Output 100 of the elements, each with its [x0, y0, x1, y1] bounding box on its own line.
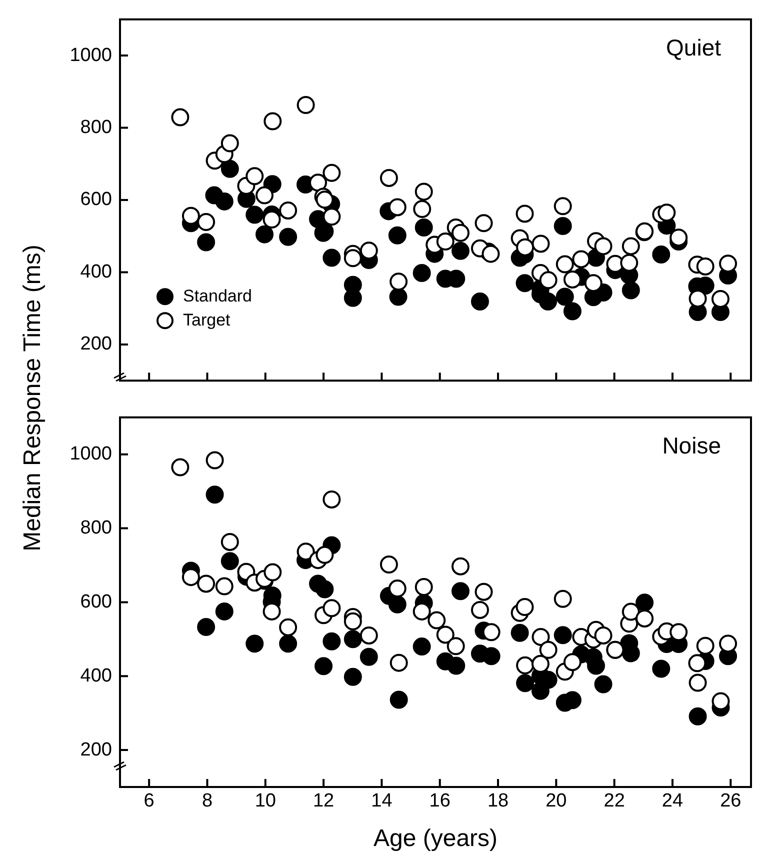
y-tick-label: 1000	[70, 444, 112, 465]
y-tick-label: 400	[80, 261, 112, 282]
point	[256, 225, 274, 244]
point	[470, 292, 489, 310]
y-axis-title: Median Response Time (ms)	[19, 244, 47, 552]
point	[688, 707, 707, 726]
point	[344, 630, 362, 648]
point	[516, 204, 534, 223]
point	[322, 632, 341, 650]
point	[652, 660, 670, 678]
point	[215, 192, 234, 210]
point	[563, 653, 582, 672]
point	[322, 248, 341, 267]
point	[452, 582, 470, 600]
point	[658, 204, 676, 222]
point	[412, 264, 431, 282]
point	[390, 654, 408, 672]
point	[482, 647, 500, 666]
y-tick-label: 600	[80, 591, 112, 612]
point	[182, 206, 200, 225]
point	[264, 563, 282, 582]
point	[447, 656, 466, 675]
point	[246, 167, 264, 186]
x-tick-label: 26	[720, 790, 742, 812]
point	[344, 668, 362, 686]
point	[215, 602, 234, 620]
point	[452, 242, 470, 260]
point	[696, 257, 714, 276]
point	[215, 577, 234, 596]
point	[412, 638, 431, 656]
point	[652, 246, 670, 264]
point	[322, 490, 341, 508]
point	[344, 249, 362, 268]
x-tick-label: 16	[429, 790, 450, 812]
point	[182, 568, 200, 586]
point	[220, 552, 239, 570]
y-tick-label: 800	[80, 518, 112, 539]
point	[316, 580, 334, 598]
point	[246, 206, 264, 224]
point	[516, 598, 534, 616]
x-tick-label: 6	[144, 790, 154, 812]
point	[670, 228, 688, 247]
legend-label: Standard	[183, 286, 252, 306]
point	[636, 594, 654, 612]
point	[322, 599, 341, 618]
y-tick-label: 200	[80, 334, 112, 355]
point	[262, 210, 281, 229]
point	[389, 288, 408, 306]
point	[388, 226, 406, 244]
point	[563, 302, 582, 320]
point	[482, 244, 500, 263]
point	[360, 242, 378, 260]
point	[474, 214, 493, 232]
point	[360, 648, 378, 666]
point	[554, 590, 572, 608]
point	[246, 634, 264, 653]
legend-label: Target	[183, 310, 231, 330]
point	[436, 232, 454, 251]
y-tick-label: 1000	[70, 44, 112, 66]
point	[539, 292, 558, 310]
y-tick-label: 600	[80, 189, 112, 210]
x-tick-label: 18	[487, 790, 509, 812]
point	[688, 654, 706, 672]
point	[452, 557, 470, 576]
point	[296, 542, 315, 561]
point	[388, 198, 406, 216]
point	[594, 675, 612, 694]
point	[452, 224, 470, 242]
point	[279, 228, 298, 246]
point	[344, 612, 362, 630]
point	[516, 238, 534, 256]
point	[316, 190, 334, 209]
point	[556, 288, 574, 306]
point	[688, 674, 707, 692]
x-tick-label: 24	[662, 790, 684, 812]
point	[516, 674, 534, 692]
point	[388, 595, 406, 614]
point	[197, 618, 216, 636]
point	[414, 218, 433, 236]
point	[390, 690, 408, 709]
point	[622, 281, 640, 300]
y-tick-label: 400	[80, 665, 112, 686]
point	[220, 532, 239, 551]
point	[554, 217, 572, 236]
point	[206, 451, 224, 470]
point	[474, 582, 493, 601]
x-tick-label: 20	[546, 790, 567, 812]
x-tick-label: 8	[202, 790, 213, 812]
point	[206, 486, 224, 504]
y-tick-label: 800	[80, 116, 112, 138]
point	[563, 270, 582, 288]
x-tick-label: 22	[604, 790, 625, 812]
x-tick-label: 12	[312, 790, 334, 812]
x-tick-label: 10	[254, 790, 276, 812]
point	[171, 108, 190, 126]
point	[220, 160, 239, 178]
point	[594, 626, 612, 644]
point	[670, 623, 688, 642]
point	[314, 657, 333, 676]
point	[516, 274, 534, 292]
